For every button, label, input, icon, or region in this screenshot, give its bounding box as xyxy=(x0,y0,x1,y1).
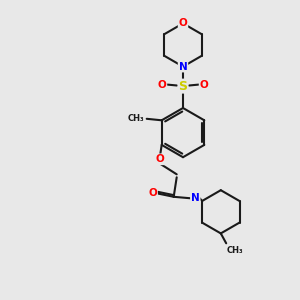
Text: N: N xyxy=(178,61,188,72)
Text: O: O xyxy=(148,188,157,198)
Text: CH₃: CH₃ xyxy=(128,114,144,123)
Text: S: S xyxy=(178,80,188,93)
Text: N: N xyxy=(191,193,200,203)
Text: O: O xyxy=(200,80,208,90)
Text: O: O xyxy=(158,80,166,90)
Text: CH₃: CH₃ xyxy=(227,246,243,255)
Text: O: O xyxy=(178,18,188,28)
Text: O: O xyxy=(156,154,165,164)
